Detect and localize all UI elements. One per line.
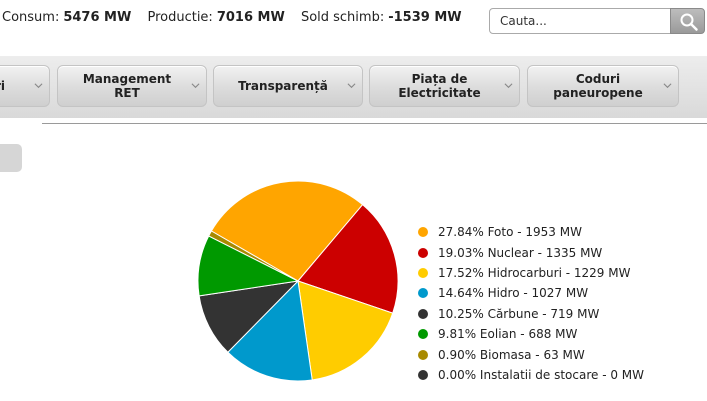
legend-item[interactable]: 0.00% Instalatii de stocare - 0 MW (418, 365, 644, 385)
legend-item[interactable]: 10.25% Cărbune - 719 MW (418, 304, 644, 324)
chart-legend: 27.84% Foto - 1953 MW 19.03% Nuclear - 13… (418, 222, 644, 385)
magnifier-icon (680, 13, 698, 31)
pie-slice-3[interactable] (227, 279, 313, 382)
production-pie-chart (197, 180, 399, 382)
legend-label: 0.90% Biomasa - 63 MW (438, 347, 585, 362)
nav-item-transparenta[interactable]: Transparență (213, 65, 363, 107)
legend-item[interactable]: 27.84% Foto - 1953 MW (418, 222, 644, 242)
system-stats: Consum: 5476 MW Productie: 7016 MW Sold sc… (2, 10, 474, 25)
legend-dot-icon (418, 349, 428, 360)
main-nav: ri Management RET Transparență Piața de … (0, 56, 707, 118)
legend-label: 9.81% Eolian - 688 MW (438, 327, 578, 342)
chevron-down-icon (191, 83, 200, 89)
nav-item-coduri-paneuropene[interactable]: Coduri paneuropene (527, 65, 679, 107)
productie-label: Productie: (147, 10, 213, 25)
sold-schimb-value: -1539 MW (388, 10, 462, 25)
legend-label: 14.64% Hidro - 1027 MW (438, 286, 589, 301)
legend-dot-icon (418, 329, 428, 340)
chevron-down-icon (347, 83, 356, 89)
side-tab[interactable] (0, 144, 22, 172)
nav-item-label: Transparență (238, 79, 328, 93)
legend-label: 17.52% Hidrocarburi - 1229 MW (438, 265, 631, 280)
legend-item[interactable]: 17.52% Hidrocarburi - 1229 MW (418, 263, 644, 283)
legend-item[interactable]: 19.03% Nuclear - 1335 MW (418, 242, 644, 262)
content-divider (42, 123, 707, 124)
pie-slice-1[interactable] (297, 203, 399, 314)
nav-item-label: ri (0, 79, 6, 93)
legend-label: 10.25% Cărbune - 719 MW (438, 306, 600, 321)
nav-item-piata-de-electricitate[interactable]: Piața de Electricitate (369, 65, 520, 107)
chevron-down-icon (34, 83, 43, 89)
search-input[interactable] (489, 8, 674, 34)
consum-label: Consum: (2, 10, 60, 25)
search-box (489, 8, 705, 34)
chevron-down-icon (663, 83, 672, 89)
legend-dot-icon (418, 288, 428, 299)
nav-item-management-ret[interactable]: Management RET (57, 65, 207, 107)
sold-schimb-label: Sold schimb: (300, 10, 385, 25)
search-button[interactable] (670, 8, 705, 34)
legend-dot-icon (418, 267, 428, 278)
chevron-down-icon (504, 83, 513, 89)
nav-item-label: Coduri paneuropene (553, 72, 643, 100)
legend-dot-icon (418, 247, 428, 258)
pie-slice-2[interactable] (297, 280, 394, 381)
legend-dot-icon (418, 227, 428, 238)
top-bar: Consum: 5476 MW Productie: 7016 MW Sold sc… (0, 0, 707, 40)
legend-label: 27.84% Foto - 1953 MW (438, 225, 582, 240)
legend-label: 19.03% Nuclear - 1335 MW (438, 245, 603, 260)
productie-value: 7016 MW (216, 10, 285, 25)
legend-item[interactable]: 9.81% Eolian - 688 MW (418, 324, 644, 344)
legend-item[interactable]: 14.64% Hidro - 1027 MW (418, 283, 644, 303)
nav-item-label: Management RET (82, 72, 172, 100)
consum-value: 5476 MW (63, 10, 132, 25)
legend-dot-icon (418, 369, 428, 380)
nav-item-partial[interactable]: ri (0, 65, 50, 107)
legend-item[interactable]: 0.90% Biomasa - 63 MW (418, 344, 644, 364)
pie-slice-6[interactable] (208, 230, 299, 282)
nav-item-label: Piața de Electricitate (398, 72, 481, 100)
legend-label: 0.00% Instalatii de stocare - 0 MW (438, 367, 645, 382)
pie-slice-0[interactable] (210, 180, 364, 282)
legend-dot-icon (418, 308, 428, 319)
